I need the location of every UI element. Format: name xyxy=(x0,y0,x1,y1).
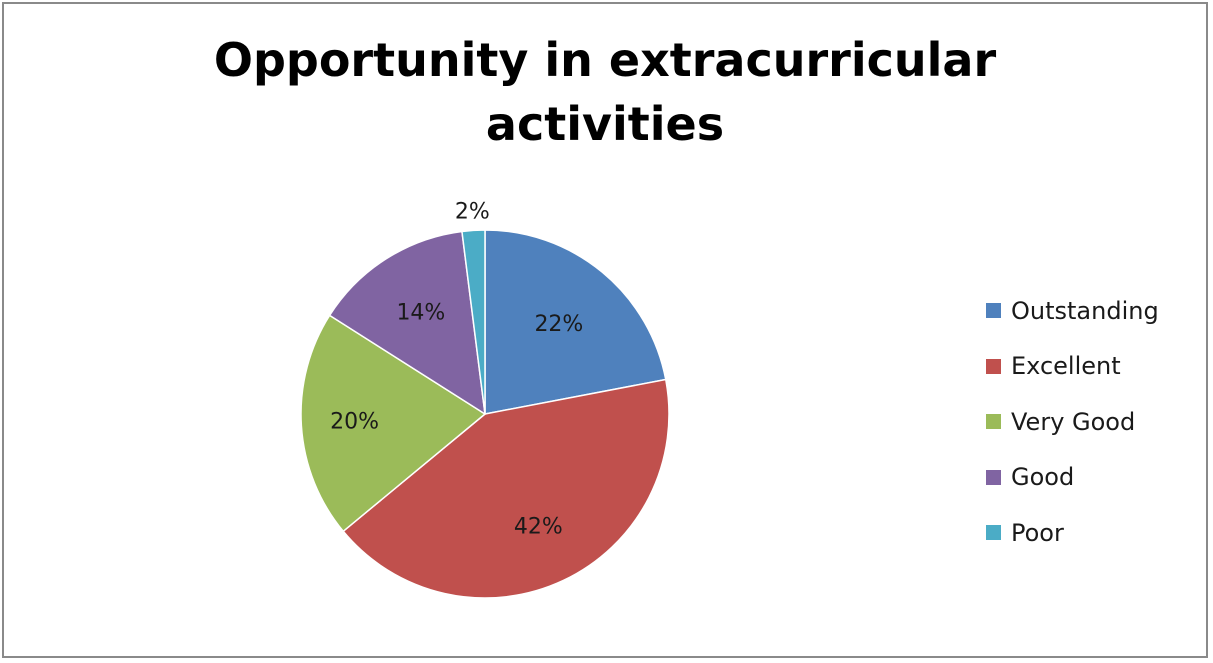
data-label-excellent: 42% xyxy=(514,515,563,540)
legend: Outstanding Excellent Very Good Good Poo… xyxy=(986,283,1159,561)
legend-label-excellent: Excellent xyxy=(1011,352,1121,381)
pie-slice-excellent xyxy=(342,378,670,599)
legend-item-very-good: Very Good xyxy=(986,394,1159,450)
legend-item-good: Good xyxy=(986,450,1159,506)
legend-label-good: Good xyxy=(1011,463,1075,492)
legend-swatch-good xyxy=(986,469,1001,485)
legend-label-very-good: Very Good xyxy=(1011,407,1136,436)
data-label-good: 14% xyxy=(396,301,445,326)
pie-slices xyxy=(300,229,670,599)
legend-swatch-outstanding xyxy=(986,303,1001,319)
data-label-poor: 2% xyxy=(455,200,490,225)
legend-label-outstanding: Outstanding xyxy=(1011,296,1159,325)
legend-item-poor: Poor xyxy=(986,505,1159,561)
pie-slice-outstanding xyxy=(484,229,667,415)
data-label-very-good: 20% xyxy=(330,410,379,435)
pie-slice-good xyxy=(328,230,486,415)
legend-item-excellent: Excellent xyxy=(986,339,1159,395)
pie-slice-very-good xyxy=(300,314,486,533)
legend-item-outstanding: Outstanding xyxy=(986,283,1159,339)
legend-swatch-very-good xyxy=(986,414,1001,430)
legend-label-poor: Poor xyxy=(1011,518,1064,547)
chart-title-line-1: Opportunity in extracurricular xyxy=(213,33,997,87)
chart-title-line-2: activities xyxy=(485,97,725,151)
legend-swatch-excellent xyxy=(986,358,1001,374)
legend-swatch-poor xyxy=(986,525,1001,541)
chart-title: Opportunity in extracurricular activitie… xyxy=(0,28,1210,156)
pie-slice-poor xyxy=(461,229,486,415)
data-label-outstanding: 22% xyxy=(534,312,583,337)
pie-data-labels: 22% 42% 20% 14% 2% xyxy=(330,200,583,540)
